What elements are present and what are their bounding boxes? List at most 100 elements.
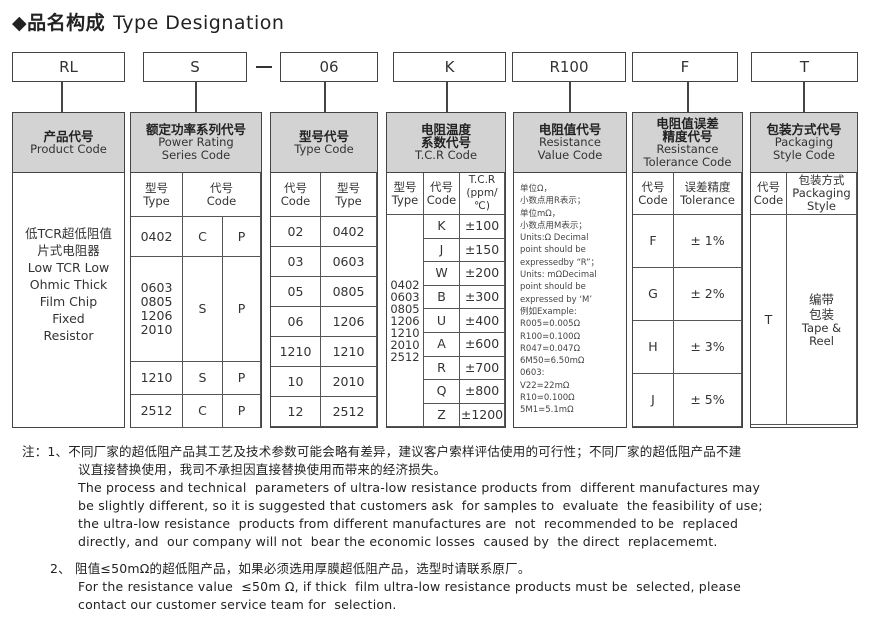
code-box-tolerance: F — [632, 52, 738, 82]
tcr-code-cell: U — [424, 309, 460, 333]
resistance-example-line: R10=0.100Ω — [520, 393, 575, 404]
tcr-value-cell: ±300 — [460, 285, 505, 310]
tcr-value-cell: ±200 — [460, 262, 505, 286]
connector — [324, 82, 326, 112]
tcr-code-cell: Z — [424, 403, 460, 428]
tolerance-value-cell: ± 3% — [674, 321, 742, 374]
style-header: 包装方式 Packaging Style — [787, 173, 857, 215]
power-code-cell: P — [223, 395, 261, 428]
product-desc-line: Film Chip — [39, 294, 98, 309]
product-desc-line: 低TCR超低阻值 — [25, 226, 112, 241]
tolerance-code-cell: G — [633, 268, 674, 321]
note-english-line: The process and technical parameters of … — [78, 480, 761, 495]
type-header: 型号 Type — [131, 173, 183, 217]
tcr-code-cell: R — [424, 356, 460, 381]
tcr-types-cell: 0402 0603 0805 1206 1210 2010 2512 — [387, 215, 424, 428]
tcr-code-cell: A — [424, 332, 460, 357]
power-type-cell: 2512 — [131, 395, 183, 428]
code-box-tcr: K — [393, 52, 506, 82]
note-english-line: For the resistance value ≤50m Ω, if thic… — [78, 579, 741, 594]
tcr-code-column: 电阻温度 系数代号 T.C.R Code 型号 Type 代号 Code T.C.R (ppm… — [386, 112, 506, 428]
type-code-cell: 12 — [271, 397, 321, 427]
power-code-cell: C — [183, 395, 223, 428]
code-header: 代号 Code — [271, 173, 321, 217]
resistance-example-line: 单位mΩ， — [520, 208, 561, 219]
resistance-example-line: R100=0.100Ω — [520, 331, 581, 342]
type-code-cell: 10 — [271, 367, 321, 397]
power-code-cell: P — [223, 257, 261, 362]
code-box-product: RL — [12, 52, 125, 82]
type-value-cell: 0402 — [321, 217, 377, 247]
connector — [569, 82, 571, 112]
type-code-cell: 1210 — [271, 337, 321, 367]
type-value-cell: 1206 — [321, 307, 377, 337]
packaging-column: 包装方式代号 Packaging Style Code 代号 Code 包装方式 Pack… — [750, 112, 858, 428]
note-english-line: be slightly different, so it is suggeste… — [78, 498, 763, 513]
power-rating-column: 额定功率系列代号 Power Rating Series Code 型号 Type 代号… — [130, 112, 262, 428]
resistance-example-line: R005=0.005Ω — [520, 319, 581, 330]
tcr-code-cell: B — [424, 285, 460, 310]
note-1: 注：1、不同厂家的超低阻产品其工艺及技术参数可能会略有差异，建议客户索样评估使用… — [22, 444, 763, 549]
product-desc-line: Fixed — [52, 311, 85, 326]
type-value-cell: 2010 — [321, 367, 377, 397]
tcr-value-cell: ±1200 — [460, 403, 505, 428]
connector — [61, 82, 63, 112]
tcr-value-cell: ±600 — [460, 332, 505, 357]
connector — [803, 82, 805, 112]
resistance-example-line: V22=22mΩ — [520, 380, 570, 391]
connector — [446, 82, 448, 112]
tcr-value-cell: ±150 — [460, 238, 505, 263]
type-code-cell: 06 — [271, 307, 321, 337]
power-code-cell: S — [183, 362, 223, 395]
resistance-example-line: point should be — [520, 245, 586, 256]
resistance-example-line: expressed by ‘M’ — [520, 294, 593, 305]
product-desc-line: Ohmic Thick — [29, 277, 108, 292]
page-title: ◆品名构成 Type Designation — [12, 8, 284, 35]
tcr-code-cell: J — [424, 238, 460, 263]
resistance-example-line: 0603: — [520, 368, 545, 379]
power-code-cell: C — [183, 217, 223, 257]
tolerance-code-cell: F — [633, 215, 674, 268]
resistance-example-line: 6M50=6.50mΩ — [520, 356, 585, 367]
code-header: 代号 Code — [633, 173, 674, 215]
code-header: 代号 Code — [751, 173, 787, 215]
title-en: Type Designation — [113, 12, 285, 34]
type-code-cell: 03 — [271, 247, 321, 277]
resistance-example-line: 小数点用R表示； — [520, 196, 586, 207]
tcr-value-cell: ±100 — [460, 215, 505, 239]
packaging-code-cell: T — [751, 215, 787, 425]
type-value-cell: 1210 — [321, 337, 377, 367]
tolerance-value-cell: ± 1% — [674, 215, 742, 268]
note-english-line: the ultra-low resistance products from d… — [78, 516, 739, 531]
resistance-value-explanation: 单位Ω， 小数点用R表示； 单位mΩ， 小数点用M表示； Units:Ω Decimal… — [514, 173, 626, 427]
product-desc-line: Low TCR Low — [27, 260, 110, 275]
dash-separator — [256, 66, 272, 68]
power-type-cell: 1210 — [131, 362, 183, 395]
tolerance-column: 电阻值误差 精度代号 Resistance Tolerance Code 代号 Code… — [632, 112, 743, 428]
resistance-value-column: 电阻值代号 Resistance Value Code 单位Ω， 小数点用R表示； 单位… — [513, 112, 627, 428]
connector — [195, 82, 197, 112]
code-box-packaging: T — [751, 52, 858, 82]
power-type-cell: 0603 0805 1206 2010 — [131, 257, 183, 362]
tcr-value-cell: ±400 — [460, 309, 505, 333]
code-box-resistance: R100 — [512, 52, 626, 82]
tolerance-header: 误差精度 Tolerance — [674, 173, 742, 215]
connector — [687, 82, 689, 112]
note-english-line: directly, and our company will not bear … — [78, 534, 718, 549]
power-code-cell: P — [223, 217, 261, 257]
resistance-example-line: point should be — [520, 282, 586, 293]
tolerance-value-cell: ± 5% — [674, 374, 742, 427]
resistance-example-line: R047=0.047Ω — [520, 343, 581, 354]
product-desc-line: Resistor — [43, 328, 94, 343]
product-description: 低TCR超低阻值 片式电阻器 Low TCR Low Ohmic Thick Film … — [13, 173, 124, 344]
tolerance-code-cell: H — [633, 321, 674, 374]
resistance-example-line: 例如Example: — [520, 306, 577, 317]
packaging-style-cell: 编带 包装 Tape & Reel — [787, 215, 857, 425]
type-value-cell: 0603 — [321, 247, 377, 277]
type-header: 型号 Type — [387, 173, 424, 215]
code-header: 代号 Code — [183, 173, 261, 217]
resistance-example-line: 小数点用M表示； — [520, 220, 587, 231]
power-type-cell: 0402 — [131, 217, 183, 257]
tolerance-value-cell: ± 2% — [674, 268, 742, 321]
product-code-column: 产品代号 Product Code 低TCR超低阻值 片式电阻器 Low TCR Lo… — [12, 112, 125, 428]
